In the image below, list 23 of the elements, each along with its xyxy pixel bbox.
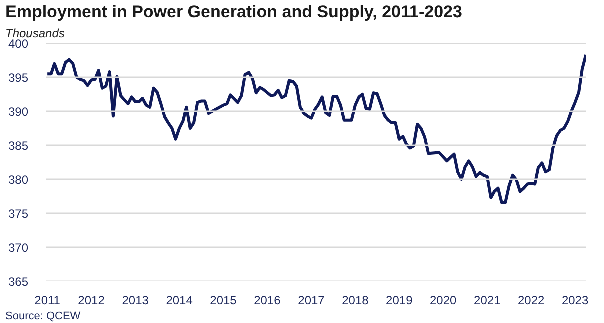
x-tick-label: 2016 [254, 294, 282, 308]
chart-title: Employment in Power Generation and Supply, 2011-2023 [6, 2, 462, 22]
line-series [46, 54, 586, 204]
x-tick-label: 2015 [210, 294, 238, 308]
y-tick-label: 375 [8, 207, 29, 221]
x-tick-label: 2021 [474, 294, 502, 308]
x-tick-label: 2020 [430, 294, 458, 308]
y-tick-label: 365 [8, 275, 29, 289]
x-tick-label: 2011 [34, 294, 61, 308]
y-tick-label: 395 [8, 71, 29, 85]
x-tick-label: 2022 [518, 294, 546, 308]
x-tick-label: 2017 [298, 294, 326, 308]
source-note: Source: QCEW [6, 310, 82, 322]
y-tick-label: 380 [8, 173, 29, 187]
x-tick-label: 2019 [386, 294, 414, 308]
x-tick-label: 2023 [562, 294, 589, 308]
x-tick-label: 2014 [166, 294, 194, 308]
x-tick-label: 2018 [342, 294, 370, 308]
y-tick-label: 390 [8, 105, 29, 119]
y-tick-label: 385 [8, 139, 29, 153]
x-tick-label: 2012 [78, 294, 106, 308]
y-tick-label: 370 [8, 241, 29, 255]
x-tick-label: 2013 [122, 294, 150, 308]
